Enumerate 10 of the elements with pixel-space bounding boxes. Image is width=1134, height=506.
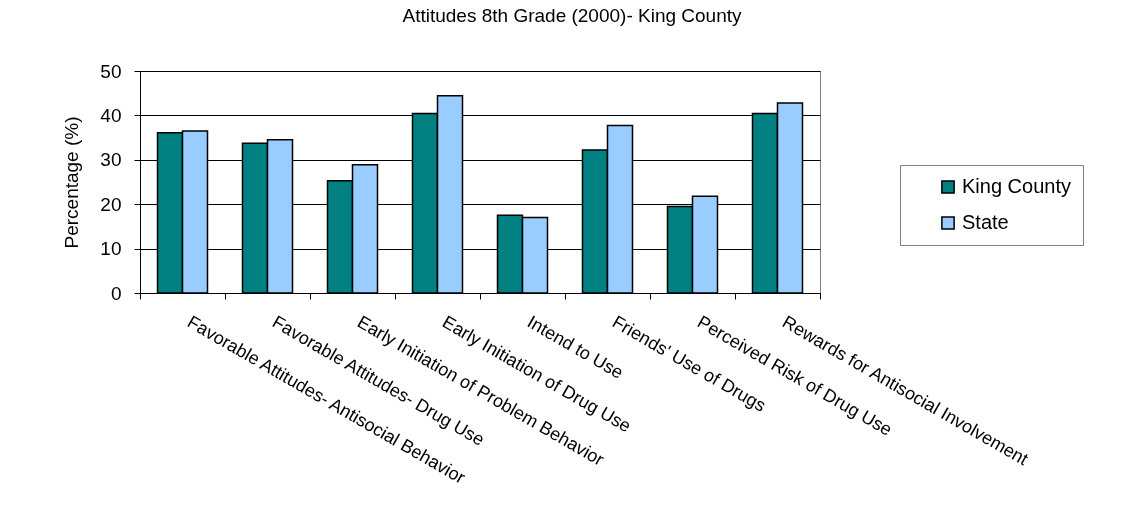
y-tick-label: 20 xyxy=(100,193,122,215)
y-axis-title: Percentage (%) xyxy=(61,116,83,249)
y-tick-label: 50 xyxy=(100,60,122,82)
legend-label: King County xyxy=(962,175,1071,197)
y-tick-label: 40 xyxy=(100,104,122,126)
legend-label: State xyxy=(962,211,1009,233)
y-tick-label: 10 xyxy=(100,238,122,260)
chart-title: Attitudes 8th Grade (2000)- King County xyxy=(402,5,743,26)
y-tick-label: 30 xyxy=(100,149,122,171)
y-tick-label: 0 xyxy=(110,282,122,304)
